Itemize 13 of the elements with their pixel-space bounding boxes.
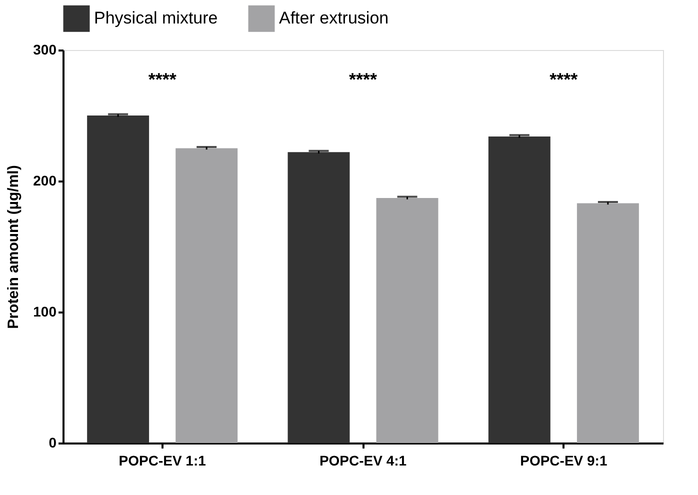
x-tick-label: POPC-EV 4:1 bbox=[319, 452, 407, 468]
annotation: **** bbox=[148, 69, 176, 90]
legend-label: Physical mixture bbox=[94, 8, 218, 28]
y-tick-label: 300 bbox=[33, 42, 57, 58]
x-tick-label: POPC-EV 1:1 bbox=[118, 452, 206, 468]
y-tick-label: 200 bbox=[33, 172, 57, 188]
y-tick-label: 100 bbox=[33, 304, 57, 320]
annotation: **** bbox=[550, 69, 578, 90]
annotation: **** bbox=[348, 69, 378, 90]
y-tick-label: 0 bbox=[48, 434, 57, 450]
legend-label: After extrusion bbox=[279, 8, 389, 28]
x-tick-label: POPC-EV 9:1 bbox=[520, 452, 608, 468]
y-axis-title: Protein amount (µg/ml) bbox=[5, 165, 22, 329]
